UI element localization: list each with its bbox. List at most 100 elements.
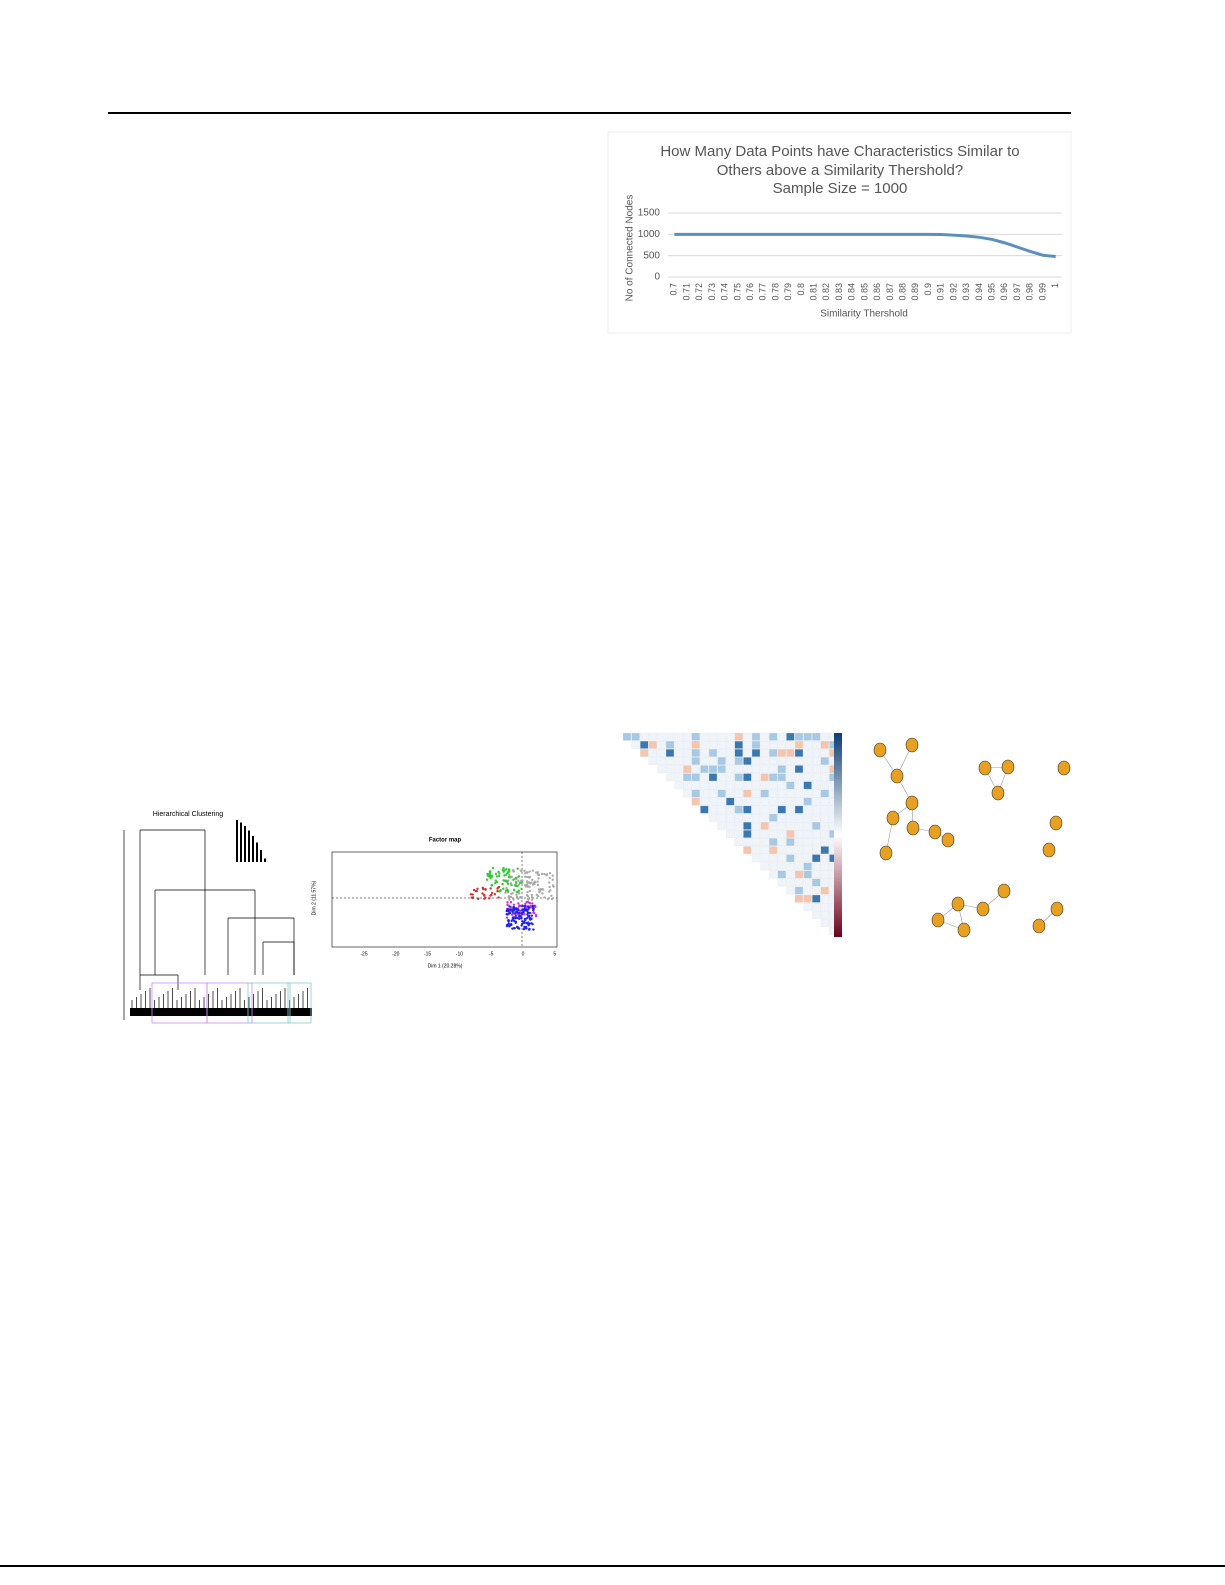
network-node [1050,901,1064,917]
corr-cell [726,797,735,806]
chart-subtitle: Sample Size = 1000 [772,180,908,197]
corr-cell [786,846,795,855]
corr-cell [812,757,821,765]
corr-cell [769,765,778,774]
corr-cell [734,789,743,798]
scatter-point [522,910,525,914]
corr-cell [683,781,692,790]
plot-frame [331,851,558,948]
corr-cell [794,838,804,846]
scatter-point [513,917,517,920]
corr-cell [743,838,752,846]
scatter-point [528,927,531,931]
network-node [879,845,893,861]
corr-cell [812,765,821,774]
scatter-point [501,882,504,886]
corr-cell [648,757,657,765]
network-node [991,785,1005,801]
corr-cell [812,838,821,846]
corr-cell [657,740,666,749]
corr-cell [640,732,649,741]
scatter-point [543,872,546,876]
x-tick-label: 0.71 [681,283,691,301]
corr-cell [820,773,829,782]
corr-cell [648,740,657,749]
corr-cell [665,740,675,749]
scatter-point [506,901,509,904]
corr-cell [786,765,795,774]
network-node [931,912,945,928]
corr-cell [769,773,778,782]
corr-cell [812,911,821,919]
corr-cell [803,813,812,822]
corr-cell [812,797,821,806]
corr-cell [777,838,786,846]
corr-cell [803,789,812,798]
x-tick-label: -20 [392,951,399,957]
corr-cell [769,797,778,806]
corr-cell [657,757,666,765]
corr-cell [812,749,821,757]
corr-cell [691,773,700,782]
inertia-bar [244,826,246,862]
corr-cell [622,732,632,741]
scatter-point [505,916,509,919]
scatter-point [526,916,529,920]
scatter-point [489,894,492,897]
corr-cell [803,838,812,846]
scatter-point [528,911,531,915]
scatter-point [517,875,521,878]
corr-cell [708,781,718,790]
scatter-point [532,904,535,908]
corr-cell [812,886,821,895]
scatter-point [497,874,501,878]
scatter-point [506,882,510,886]
corr-cell [700,740,709,749]
scatter-point [511,910,514,914]
scatter-point [514,920,518,923]
corr-cell [777,821,786,830]
corr-cell [674,740,683,749]
corr-cell [803,821,812,830]
x-tick-label: 0.83 [834,283,844,301]
network-node [978,760,992,776]
corr-cell [726,765,735,774]
corr-cell [812,805,821,814]
corr-cell [743,765,752,774]
scatter-point [515,881,518,884]
scatter-point [527,914,531,918]
corr-cell [820,886,829,895]
corr-cell [803,797,812,806]
corr-cell [786,732,795,741]
scatter-point [512,908,516,911]
dendrogram-band [130,1008,312,1016]
corr-cell [657,732,666,741]
inertia-bar [256,842,258,862]
corr-cell [700,765,709,774]
x-axis-label: Similarity Thershold [820,309,908,320]
corr-cell [794,757,804,765]
corr-cell [820,757,829,765]
scatter-point [547,890,551,893]
corr-cell [708,789,718,798]
corr-cell [794,821,804,830]
scatter-point [514,876,518,880]
x-axis-label: Dim 1 (20.28%) [428,963,463,969]
corr-cell [674,732,683,741]
cluster-box [151,982,208,1024]
scatter-point [507,868,511,871]
corr-cell [665,757,675,765]
corr-cell [820,749,829,757]
corr-cell [648,732,657,741]
corr-cell [700,797,709,806]
y-tick-label: 0 [654,272,660,283]
scatter-point [504,889,508,892]
network-node [951,896,965,912]
scatter-point [521,912,524,916]
corr-cell [708,805,718,814]
corr-cell [786,805,795,814]
corr-cell [794,740,804,749]
corr-cell [803,732,812,741]
corr-cell [726,830,735,838]
scatter-point [523,917,527,921]
